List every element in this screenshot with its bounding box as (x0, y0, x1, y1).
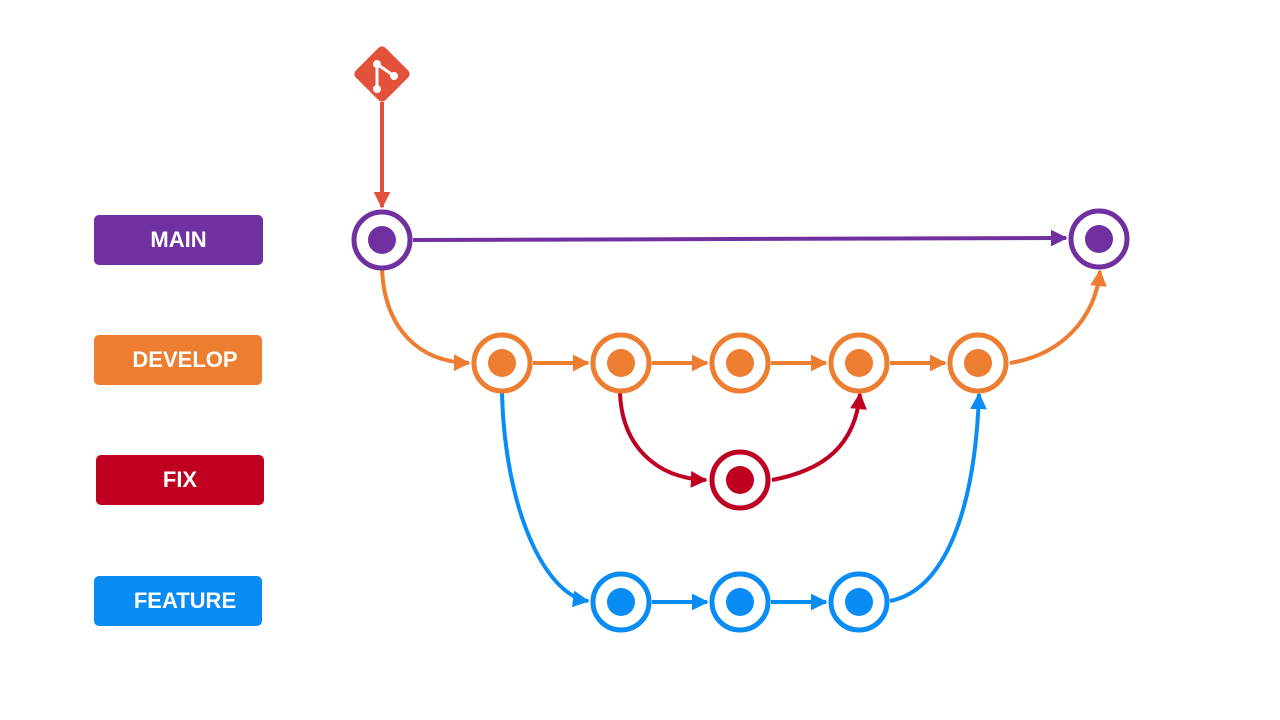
edge-main-to-main (412, 229, 1068, 247)
edge-feature-to-develop (889, 392, 987, 603)
branch-label-develop: DEVELOP (94, 335, 262, 385)
commit-fix-1 (709, 449, 771, 511)
git-logo-icon (354, 46, 410, 102)
edge-fix-to-develop (771, 392, 867, 482)
branch-label-feature: FEATURE (94, 576, 262, 626)
branch-label-main: MAIN (94, 215, 263, 265)
edge-main-to-develop (380, 269, 471, 372)
commit-develop-5 (947, 332, 1009, 394)
commit-develop-1 (471, 332, 533, 394)
commit-develop-4 (828, 332, 890, 394)
branch-label-fix: FIX (96, 455, 264, 505)
commit-main-1 (351, 209, 413, 271)
commit-main-2 (1068, 208, 1130, 270)
edge-develop-to-main (1009, 269, 1107, 365)
commit-feature-2 (709, 571, 771, 633)
commit-feature-3 (828, 571, 890, 633)
edge-develop-to-fix (618, 392, 708, 488)
commit-feature-1 (590, 571, 652, 633)
commit-develop-2 (590, 332, 652, 394)
commit-develop-3 (709, 332, 771, 394)
edge-develop-to-feature (500, 392, 590, 608)
